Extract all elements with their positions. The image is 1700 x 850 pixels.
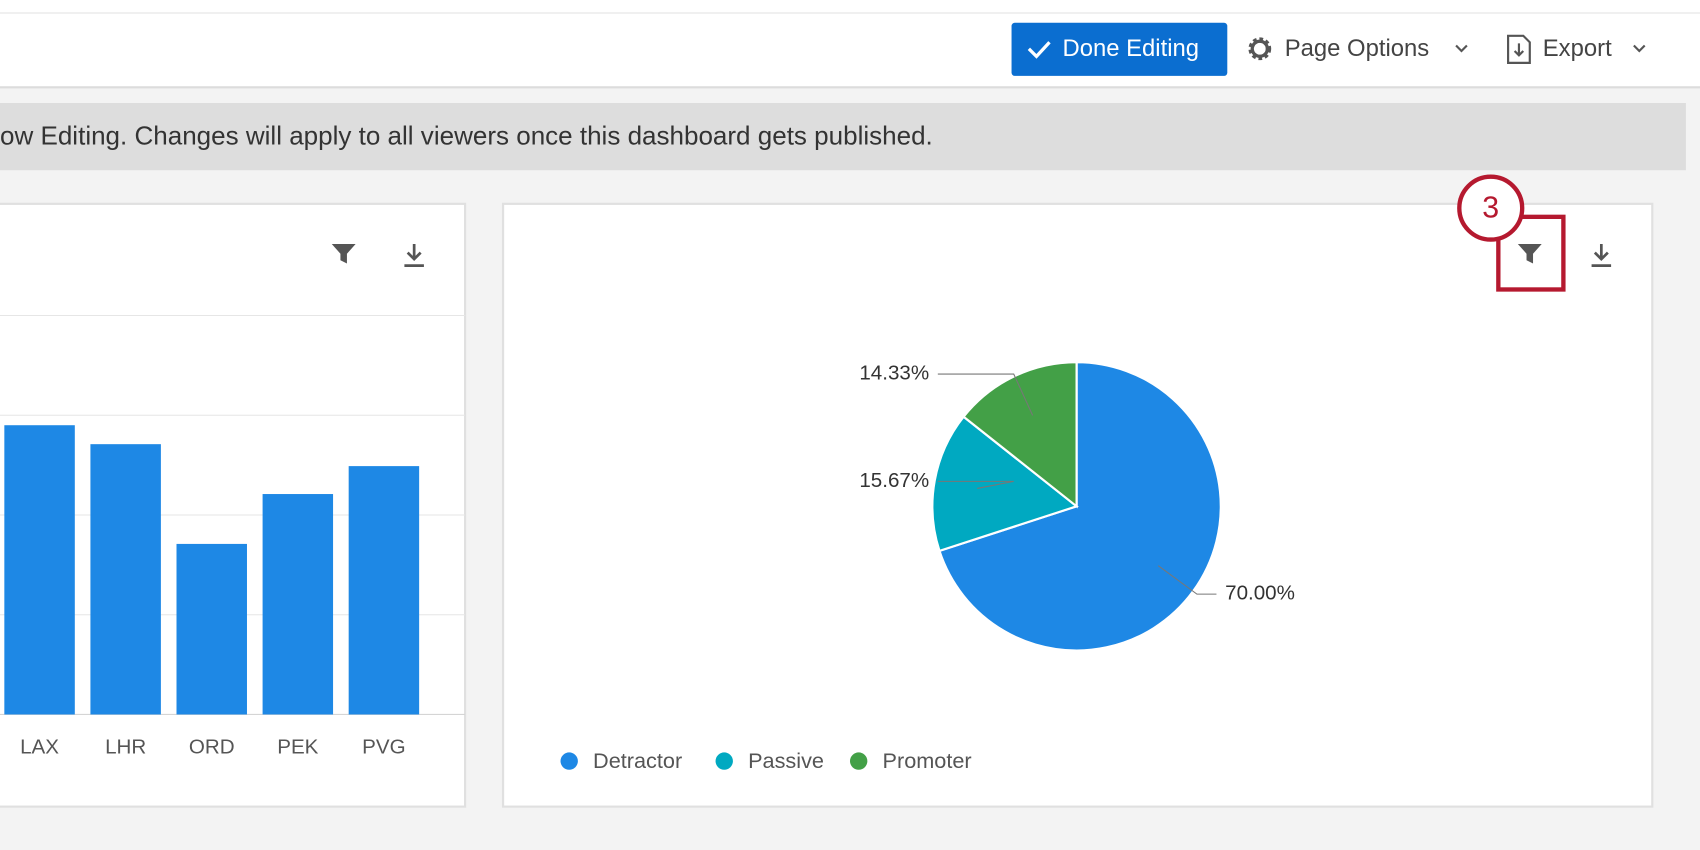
- bar-download-button[interactable]: [404, 243, 424, 267]
- legend-label: Passive: [748, 748, 824, 773]
- pie-download-button[interactable]: [1591, 243, 1612, 267]
- step-badge: [1457, 174, 1525, 242]
- legend-label: Promoter: [883, 748, 972, 773]
- bar: [176, 543, 247, 715]
- gear-icon: [1250, 39, 1270, 59]
- filter-icon: [331, 243, 356, 264]
- pie-slice: [962, 361, 1078, 509]
- leader-line: [937, 373, 1034, 416]
- charts: LAX LHR ORD PEK PVG 70.00% 15.67% 14.33% Detract…: [0, 314, 1295, 773]
- bar: [348, 466, 420, 715]
- menu-label: Export: [1543, 35, 1612, 62]
- data-label: 14.33%: [859, 361, 929, 384]
- download-icon: [1591, 243, 1612, 267]
- x-tick-label: LHR: [105, 736, 146, 759]
- data-label: 15.67%: [859, 469, 929, 492]
- legend-swatch: [560, 752, 578, 770]
- x-tick-label: LAX: [20, 736, 59, 759]
- bar-filter-button[interactable]: [331, 243, 356, 264]
- header-bar: [0, 0, 1700, 87]
- pie-filter-button[interactable]: [1517, 243, 1542, 264]
- legend-label: Detractor: [593, 748, 682, 773]
- export-arrow: [1513, 43, 1525, 57]
- step-number: 3: [1482, 191, 1499, 224]
- chevron: [1455, 44, 1468, 53]
- button-bg: [1011, 22, 1228, 76]
- legend-swatch: [715, 752, 733, 770]
- leader-line: [1157, 565, 1217, 595]
- export-menu[interactable]: Export: [1507, 34, 1646, 64]
- highlight-box: [1496, 214, 1566, 292]
- legend-swatch: [850, 752, 868, 770]
- filter-icon: [1517, 243, 1542, 264]
- button-label: Done Editing: [1062, 35, 1199, 62]
- done-editing-button[interactable]: Done Editing: [1011, 22, 1228, 76]
- x-tick-label: ORD: [189, 736, 235, 759]
- pie-slice: [931, 415, 1079, 553]
- banner-text: ow Editing. Changes will apply to all vi…: [0, 121, 933, 151]
- check-icon: [1027, 41, 1051, 59]
- bar: [262, 494, 334, 715]
- x-tick-label: PEK: [277, 736, 318, 759]
- x-tick-label: PVG: [362, 736, 405, 759]
- export-icon: [1507, 34, 1531, 64]
- page-options-menu[interactable]: Page Options: [1248, 35, 1468, 62]
- edit-banner: [0, 102, 1686, 171]
- data-label: 70.00%: [1225, 582, 1295, 605]
- menu-label: Page Options: [1285, 35, 1430, 62]
- download-icon: [404, 243, 424, 267]
- leader-line: [937, 480, 1014, 489]
- bar: [4, 425, 75, 715]
- bar: [90, 444, 161, 715]
- chevron: [1633, 44, 1646, 53]
